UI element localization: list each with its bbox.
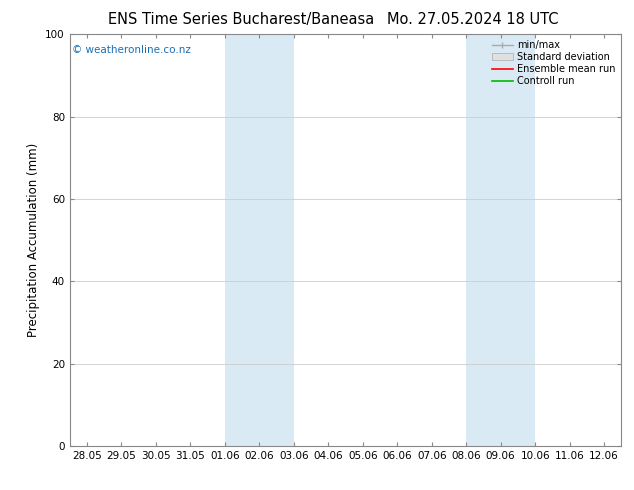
Y-axis label: Precipitation Accumulation (mm): Precipitation Accumulation (mm)	[27, 143, 40, 337]
Text: Mo. 27.05.2024 18 UTC: Mo. 27.05.2024 18 UTC	[387, 12, 558, 27]
Text: © weatheronline.co.nz: © weatheronline.co.nz	[72, 45, 191, 54]
Text: ENS Time Series Bucharest/Baneasa: ENS Time Series Bucharest/Baneasa	[108, 12, 374, 27]
Bar	[466, 34, 535, 446]
Bar	[225, 34, 294, 446]
Legend: min/max, Standard deviation, Ensemble mean run, Controll run: min/max, Standard deviation, Ensemble me…	[488, 36, 619, 90]
